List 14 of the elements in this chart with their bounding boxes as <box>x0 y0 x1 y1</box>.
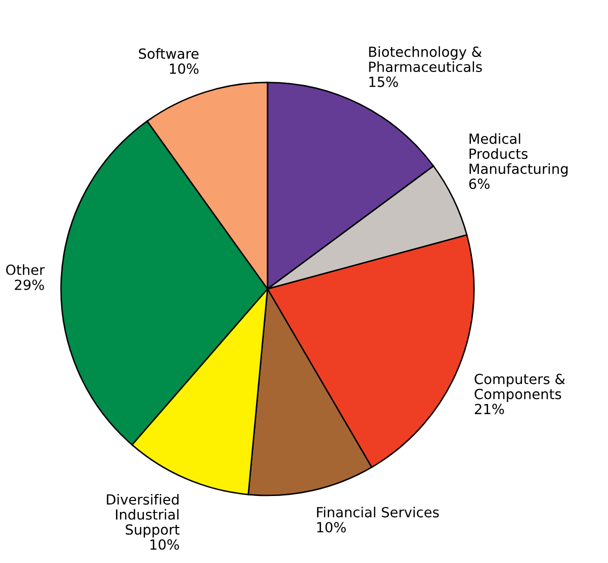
slice-label: Other <box>6 264 45 276</box>
data-label: 6% <box>469 178 490 190</box>
slice-label: Medical Products Manufacturing <box>470 133 568 177</box>
data-label: 29% <box>14 280 44 290</box>
slice-label: Biotechnology & Pharmaceuticals <box>369 46 482 72</box>
data-label: 10% <box>150 539 180 550</box>
slice-label: Financial Services <box>317 506 439 518</box>
slice-label: Diversified Industrial Support <box>106 494 180 538</box>
slice-label: Computers & Components <box>474 374 565 402</box>
data-label: 10% <box>170 63 198 74</box>
data-label: 21% <box>474 404 504 414</box>
data-label: 10% <box>317 522 346 532</box>
data-label: 15% <box>369 76 398 88</box>
slice-label: Software <box>138 48 199 59</box>
